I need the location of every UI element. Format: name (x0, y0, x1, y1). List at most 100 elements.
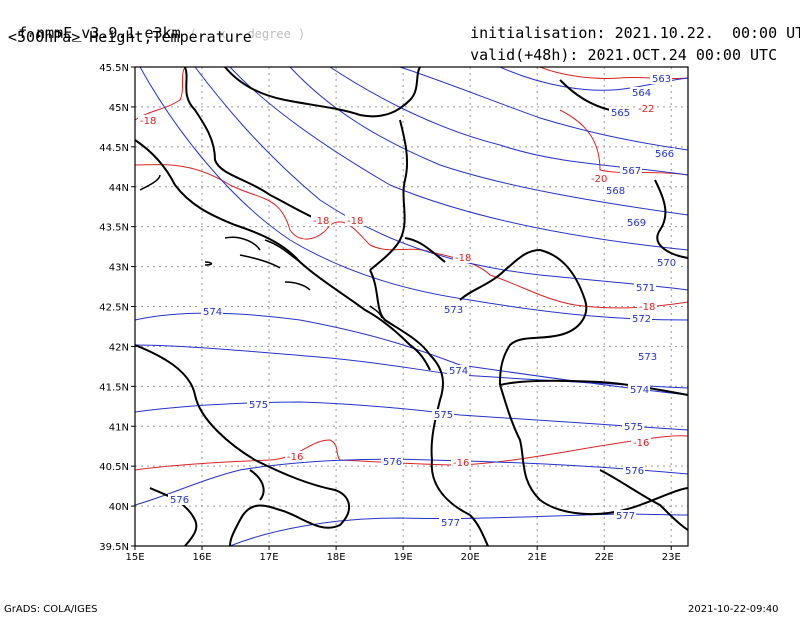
temperature-isotherms (135, 67, 688, 471)
lon-tick-label: 21E (528, 552, 547, 563)
height-contour-label: 577 (616, 511, 635, 522)
height-label-bg (625, 217, 647, 228)
lon-tick-label: 17E (260, 552, 279, 563)
height-label-bg (655, 257, 677, 268)
height-label-bg (247, 399, 269, 410)
lat-tick-label: 40.5N (99, 462, 129, 473)
height-label-bg (609, 107, 631, 118)
height-label-bg (630, 87, 652, 98)
height-label-bg (604, 185, 626, 196)
height-contour-label: 573 (638, 352, 657, 363)
height-label-bg (168, 494, 190, 505)
lat-tick-label: 44N (109, 183, 129, 194)
temp-label-bg (451, 457, 471, 468)
temp-label-bg (311, 215, 331, 226)
coastlines-borders (135, 67, 688, 546)
height-contour-label: 571 (636, 283, 655, 294)
lat-tick-label: 45.5N (99, 63, 129, 74)
height-contour-label: 575 (249, 400, 268, 411)
height-contour-label: 573 (444, 305, 463, 316)
islands (139, 174, 383, 319)
lon-tick-label: 23E (662, 552, 681, 563)
height-label-bg (614, 510, 636, 521)
lat-tick-label: 41.5N (99, 382, 129, 393)
height-label-bg (623, 465, 645, 476)
footer-credit: GrADS: COLA/IGES (4, 604, 98, 615)
lon-tick-label: 15E (125, 552, 144, 563)
height-contour-label: 567 (622, 166, 641, 177)
temperature-contour-label: -16 (633, 438, 649, 449)
height-contour-label: 575 (624, 422, 643, 433)
height-label-bg (620, 165, 642, 176)
height-contour-label: 577 (441, 518, 460, 529)
height-label-bg (432, 409, 454, 420)
height-contour-label: 576 (625, 466, 644, 477)
lat-tick-label: 44.5N (99, 143, 129, 154)
height-contour-label: 575 (434, 410, 453, 421)
lat-tick-label: 42N (109, 342, 129, 353)
temp-label-bg (631, 437, 651, 448)
height-contour-label: 574 (630, 385, 649, 396)
height-label-bg (636, 351, 658, 362)
lat-tick-label: 42.5N (99, 303, 129, 314)
height-label-bg (628, 384, 650, 395)
height-contour-label: 564 (632, 88, 651, 99)
height-label-bg (439, 517, 461, 528)
lon-tick-label: 20E (461, 552, 480, 563)
temperature-contour-label: -20 (591, 174, 607, 185)
field-title: <500hPa> Height,Temperature (8, 28, 252, 46)
lat-tick-label: 41N (109, 422, 129, 433)
height-label-bg (634, 282, 656, 293)
height-contour-label: 574 (203, 307, 222, 318)
lat-tick-label: 45N (109, 103, 129, 114)
lon-tick-label: 16E (193, 552, 212, 563)
lon-tick-label: 18E (327, 552, 346, 563)
lon-tick-label: 22E (595, 552, 614, 563)
height-contour-label: 574 (449, 366, 468, 377)
lat-tick-label: 39.5N (99, 542, 129, 553)
temperature-contour-label: -18 (313, 216, 329, 227)
init-time: initialisation: 2021.10.22. 00:00 UTC (470, 24, 800, 42)
temperature-contour-label: -16 (453, 458, 469, 469)
height-label-bg (622, 421, 644, 432)
temperature-contour-label: -18 (455, 253, 471, 264)
height-label-bg (630, 313, 652, 324)
height-label-bg (201, 306, 223, 317)
height-contour-label: 566 (655, 149, 674, 160)
height-contour-label: 568 (606, 186, 625, 197)
lat-tick-label: 43.5N (99, 223, 129, 234)
temperature-contour-label: -22 (638, 104, 654, 115)
valid-time: valid(+48h): 2021.OCT.24 00:00 UTC (470, 46, 778, 64)
height-contour-label: 576 (170, 495, 189, 506)
lat-tick-label: 40N (109, 502, 129, 513)
height-label-bg (650, 73, 672, 84)
temp-label-bg (138, 115, 158, 126)
height-label-bg (381, 456, 403, 467)
temperature-contour-label: -16 (287, 452, 303, 463)
temp-label-bg (636, 103, 656, 114)
temp-label-bg (589, 173, 609, 184)
axis-ticks: 15E 16E 17E 18E 19E 20E 21E 22E 23E 45.5N 45N 44.5N… (99, 63, 681, 563)
temp-label-bg (453, 252, 473, 263)
temperature-contour-label: -18 (347, 216, 363, 227)
temp-label-bg (637, 301, 657, 312)
footer-timestamp: 2021-10-22-09:40 (688, 604, 779, 615)
temp-label-bg (345, 215, 365, 226)
lat-tick-label: 43N (109, 263, 129, 274)
height-contour-label: 572 (632, 314, 651, 325)
temperature-contour-label: -18 (639, 302, 655, 313)
height-contour-label: 569 (627, 218, 646, 229)
height-contour-label: 565 (611, 108, 630, 119)
height-contour-label: 576 (383, 457, 402, 468)
height-label-bg (442, 304, 464, 315)
model-name: f-nmmE_v3.9.1-e3km ( . x . degree ) (18, 24, 306, 42)
height-contour-label: 570 (657, 258, 676, 269)
lon-tick-label: 19E (394, 552, 413, 563)
temp-label-bg (285, 451, 305, 462)
unit-note: ( . x . degree ) (189, 27, 306, 41)
height-contour-label: 563 (652, 74, 671, 85)
temperature-contour-labels: -18 -22 -20 -18 -18 -18 -18 -16 -16 -16 (138, 103, 657, 469)
height-label-bg (447, 365, 469, 376)
